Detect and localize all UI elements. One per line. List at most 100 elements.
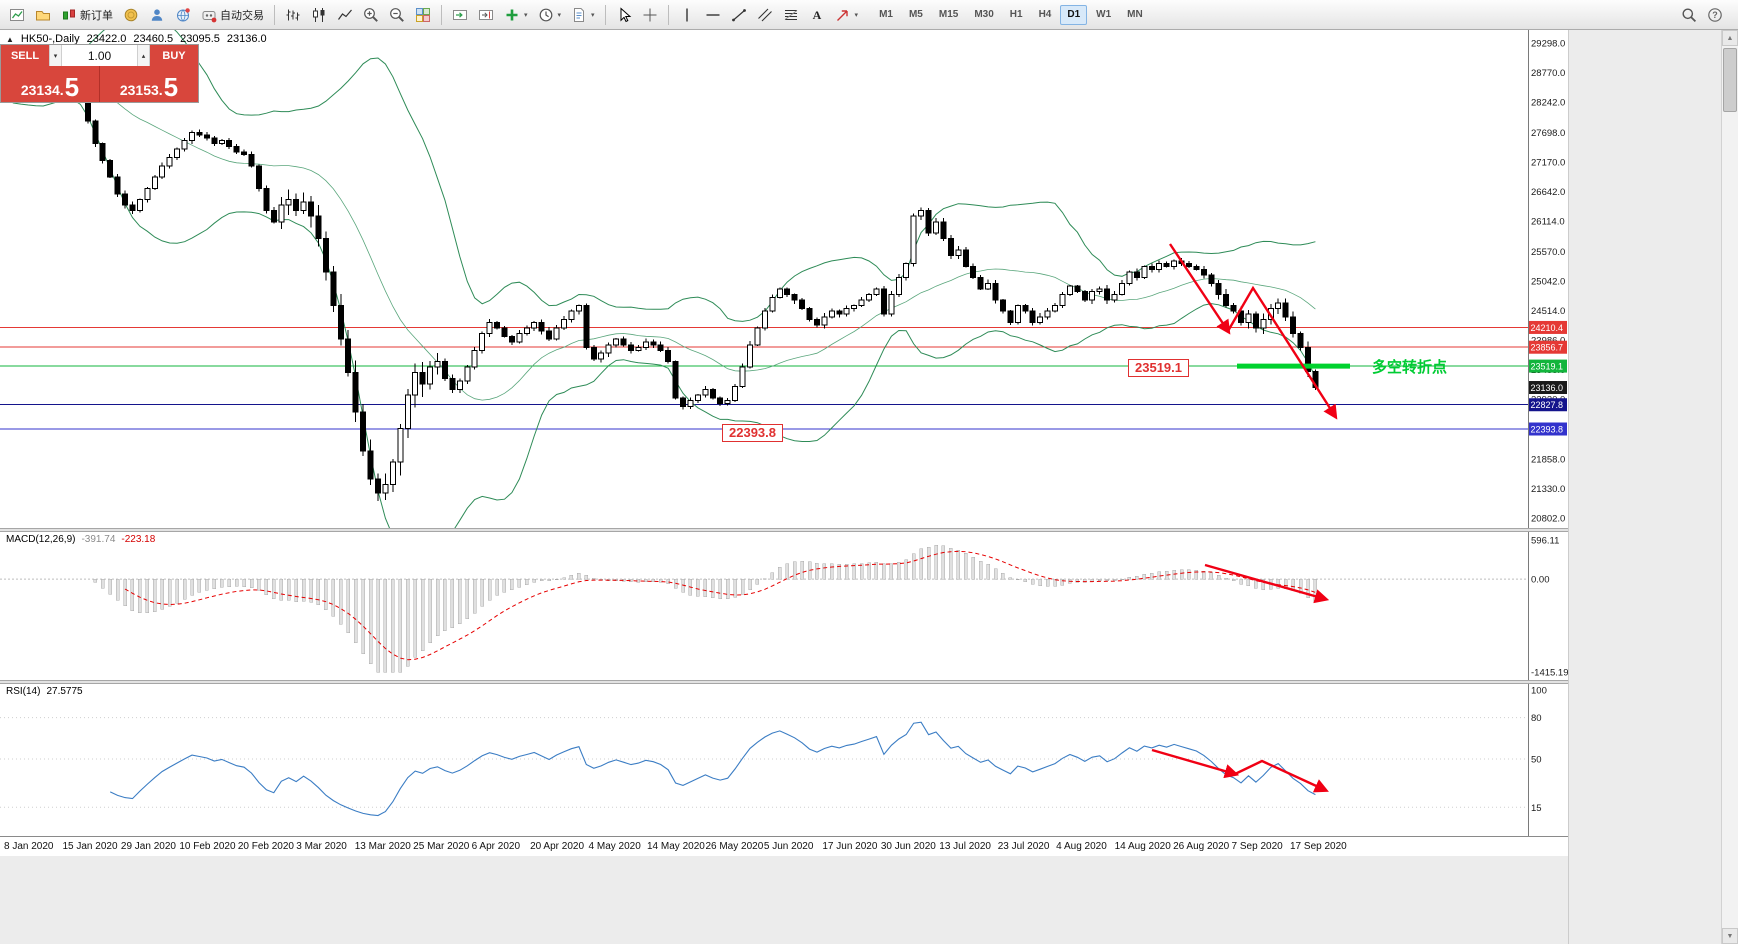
autotrading-button[interactable]: 自动交易	[197, 3, 268, 27]
new-order-icon	[63, 9, 75, 19]
rsi-value: 27.5775	[46, 686, 83, 697]
date-label: 17 Jun 2020	[822, 841, 878, 852]
horizontal-line-button[interactable]	[701, 3, 725, 27]
volume-decrease-button[interactable]: ▾	[49, 45, 62, 66]
vertical-line-button[interactable]	[675, 3, 699, 27]
indicators-button[interactable]: ▾	[500, 3, 532, 27]
market-icon	[124, 8, 138, 21]
caret-down-icon: ▾	[524, 11, 528, 19]
svg-text:25042.0: 25042.0	[1531, 276, 1565, 287]
candlestick-chart-button[interactable]	[307, 3, 331, 27]
macd-trend-arrow[interactable]	[1204, 563, 1330, 604]
macd-axis[interactable]: 596.11 0.00 -1415.19	[1531, 536, 1568, 679]
vertical-scrollbar[interactable]: ▲ ▼	[1721, 30, 1738, 944]
text-button[interactable]: A	[805, 3, 829, 27]
volume-increase-button[interactable]: ▴	[137, 45, 150, 66]
panel-splitter[interactable]	[0, 680, 1568, 684]
date-label: 7 Sep 2020	[1231, 841, 1283, 852]
rsi-name: RSI(14)	[6, 686, 41, 697]
macd-indicator-panel[interactable]: 596.11 0.00 -1415.19	[0, 532, 1568, 680]
one-click-collapse-icon[interactable]: ▲	[6, 34, 14, 44]
macd-main-value: -391.74	[81, 534, 116, 545]
timeframe-mn-button[interactable]: MN	[1127, 9, 1143, 20]
rsi-indicator-panel[interactable]: 100 80 50 15	[0, 684, 1568, 836]
price-tag: 23136.0	[1529, 381, 1567, 395]
arrows-button[interactable]: ▾	[831, 3, 863, 27]
rsi-line	[109, 721, 1316, 817]
search-button[interactable]	[1677, 3, 1701, 27]
timeframe-m1-button[interactable]: M1	[879, 9, 893, 20]
trendline-button[interactable]	[727, 3, 751, 27]
fibonacci-icon	[784, 9, 797, 20]
cursor-button[interactable]	[612, 3, 636, 27]
chart-shift-button[interactable]	[474, 3, 498, 27]
bar-chart-button[interactable]	[281, 3, 305, 27]
new-order-button[interactable]: 新订单	[57, 3, 117, 27]
timeframe-h1-button[interactable]: H1	[1009, 9, 1023, 20]
autotrading-icon	[202, 10, 217, 22]
rsi-axis[interactable]: 100 80 50 15	[1531, 686, 1547, 814]
date-label: 4 Aug 2020	[1056, 841, 1107, 852]
main-toolbar: 新订单 自动交易 ▾ ▾ ▾ A ▾ M1 M5 M15 M30 H1 H4 D1 W1 MN ?	[0, 0, 1738, 30]
sell-price[interactable]: 23134. 5	[1, 66, 100, 102]
search-icon	[1682, 8, 1697, 23]
one-click-trading-panel: SELL ▾ 1.00 ▴ BUY 23134. 5 23153. 5	[0, 44, 199, 103]
scroll-down-button[interactable]: ▼	[1722, 928, 1738, 944]
caret-down-icon: ▾	[591, 11, 595, 19]
svg-text:28770.0: 28770.0	[1531, 68, 1565, 79]
macd-name: MACD(12,26,9)	[6, 534, 76, 545]
market-button[interactable]	[119, 3, 143, 27]
scroll-up-button[interactable]: ▲	[1722, 30, 1738, 46]
turning-point-text[interactable]: 多空转折点	[1372, 359, 1448, 376]
time-axis[interactable]: 8 Jan 2020 15 Jan 2020 29 Jan 2020 10 Feb 2…	[0, 836, 1568, 856]
templates-button[interactable]: ▾	[567, 3, 599, 27]
caret-down-icon: ▾	[854, 11, 859, 19]
timeframe-d1-button[interactable]: D1	[1060, 4, 1088, 25]
zoom-out-button[interactable]	[385, 3, 409, 27]
signals-button[interactable]	[145, 3, 169, 27]
macd-title: MACD(12,26,9) -391.74 -223.18	[6, 534, 155, 545]
auto-scroll-button[interactable]	[448, 3, 472, 27]
help-icon: ?	[1708, 8, 1722, 22]
community-button[interactable]	[171, 3, 195, 27]
svg-text:26114.0: 26114.0	[1531, 217, 1565, 228]
help-button[interactable]: ?	[1703, 3, 1727, 27]
timeframe-w1-button[interactable]: W1	[1096, 9, 1112, 20]
trend-arrows[interactable]	[1169, 243, 1338, 420]
timeframe-h4-button[interactable]: H4	[1038, 9, 1052, 20]
date-label: 6 Apr 2020	[471, 841, 520, 852]
equidistant-channel-button[interactable]	[753, 3, 777, 27]
periods-button[interactable]: ▾	[534, 3, 566, 27]
tile-windows-button[interactable]	[411, 3, 435, 27]
price-tag: 22827.8	[1529, 398, 1567, 412]
toolbar-right-buttons: ?	[1676, 0, 1728, 30]
svg-text:15: 15	[1531, 803, 1542, 814]
resistance-price-label[interactable]: 23519.1	[1128, 359, 1189, 377]
volume-input[interactable]: 1.00	[62, 45, 137, 66]
crosshair-button[interactable]	[638, 3, 662, 27]
timeframe-m5-button[interactable]: M5	[908, 9, 923, 20]
panel-splitter[interactable]	[0, 528, 1568, 532]
support-price-label[interactable]: 22393.8	[722, 424, 783, 442]
fibonacci-button[interactable]	[779, 3, 803, 27]
svg-text:24514.0: 24514.0	[1531, 306, 1565, 317]
scrollbar-thumb[interactable]	[1723, 48, 1737, 112]
line-chart-icon	[338, 9, 352, 20]
zoom-out-icon	[390, 7, 404, 22]
zoom-in-button[interactable]	[359, 3, 383, 27]
sell-button[interactable]: SELL	[1, 45, 49, 66]
new-chart-button[interactable]	[5, 3, 29, 27]
date-label: 17 Sep 2020	[1290, 841, 1347, 852]
date-label: 8 Jan 2020	[4, 841, 54, 852]
line-chart-button[interactable]	[333, 3, 357, 27]
rsi-trend-arrows[interactable]	[1151, 748, 1329, 793]
chart-shift-icon	[479, 9, 493, 20]
buy-button[interactable]: BUY	[150, 45, 198, 66]
timeframe-m30-button[interactable]: M30	[974, 9, 994, 20]
buy-price[interactable]: 23153. 5	[100, 66, 198, 102]
price-chart[interactable]: 29298.0 28770.0 28242.0 27698.0 27170.0 26642…	[0, 30, 1568, 528]
timeframe-m15-button[interactable]: M15	[938, 9, 959, 20]
profiles-button[interactable]	[31, 3, 55, 27]
svg-text:-1415.19: -1415.19	[1531, 668, 1568, 679]
